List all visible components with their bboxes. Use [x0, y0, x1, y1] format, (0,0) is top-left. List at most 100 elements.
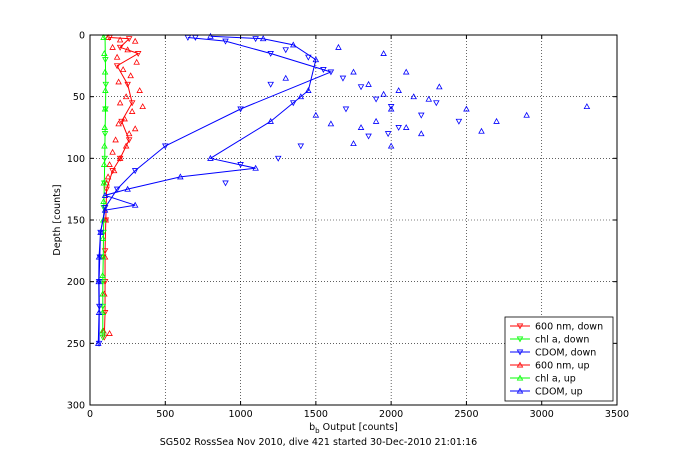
data-point: [387, 104, 395, 110]
data-point: [124, 81, 131, 88]
data-point: [402, 124, 410, 130]
data-point: [297, 93, 305, 100]
data-point: [112, 136, 119, 143]
data-point: [125, 137, 133, 144]
scatter-cloud: [282, 43, 591, 149]
legend: 600 nm, down chl a, down CDOM, down 600 nm,…: [504, 316, 614, 402]
legend-marker: [516, 349, 524, 356]
data-point: [106, 161, 113, 167]
data-point: [237, 106, 244, 113]
data-point: [115, 78, 122, 85]
data-point: [297, 143, 305, 150]
data-point: [101, 50, 108, 56]
data-point: [100, 34, 107, 40]
data-point: [237, 162, 244, 168]
grid: [90, 35, 617, 405]
x-axis-label-sub: b: [315, 427, 320, 435]
data-point: [357, 84, 365, 91]
data-point: [103, 186, 110, 193]
series-line: [102, 37, 107, 338]
data-point: [125, 130, 133, 137]
x-tick-label: 500: [156, 409, 174, 420]
x-tick-label: 1500: [304, 409, 328, 420]
data-point: [109, 168, 116, 175]
series-layer: [95, 32, 591, 347]
data-point: [99, 290, 106, 297]
data-point: [365, 133, 372, 140]
legend-marker: [516, 374, 524, 381]
data-point: [365, 80, 372, 87]
data-point: [101, 191, 109, 198]
data-point: [410, 93, 418, 100]
y-tick-label: 300: [67, 401, 85, 412]
data-point: [312, 56, 320, 63]
data-point: [493, 117, 500, 124]
data-point: [115, 120, 122, 127]
legend-entry: 600 nm, down: [510, 322, 603, 333]
data-point: [177, 173, 184, 180]
data-point: [139, 103, 146, 110]
figure-caption: SG502 RossSea Nov 2010, dive 421 started…: [160, 437, 477, 448]
x-tick-label: 1000: [228, 409, 252, 420]
data-point: [583, 103, 591, 110]
x-tick-label: 0: [87, 409, 93, 420]
data-point: [100, 198, 107, 204]
data-point: [133, 58, 140, 65]
data-point: [125, 36, 133, 43]
data-point: [384, 131, 392, 138]
data-point: [252, 36, 259, 43]
data-point: [335, 43, 342, 50]
data-point: [101, 206, 109, 213]
data-point: [109, 148, 116, 155]
series-chl-a-up: [99, 34, 109, 334]
data-point: [102, 87, 109, 93]
data-point: [99, 334, 107, 341]
data-point: [100, 179, 108, 186]
data-point: [282, 74, 290, 81]
data-point: [305, 87, 312, 93]
x-axis-label-rest: Output [counts]: [320, 422, 398, 433]
data-point: [207, 32, 214, 39]
data-point: [116, 99, 124, 106]
data-point: [274, 155, 282, 162]
data-point: [95, 253, 103, 260]
legend-box: [504, 316, 614, 402]
data-point: [267, 81, 274, 88]
data-point: [124, 185, 131, 192]
scatter-cloud: [192, 34, 463, 187]
y-axis-label: Depth [counts]: [52, 184, 63, 255]
series-line: [97, 35, 317, 344]
data-point: [128, 100, 136, 107]
legend-label: CDOM, down: [535, 348, 596, 359]
data-point: [121, 115, 128, 122]
data-point: [95, 340, 103, 347]
legend-marker: [516, 336, 524, 343]
legend-marker: [516, 387, 524, 394]
data-point: [222, 180, 229, 187]
data-point: [282, 47, 290, 54]
data-point: [101, 310, 109, 316]
data-point: [104, 34, 112, 40]
data-point: [99, 309, 106, 315]
legend-label: chl a, down: [535, 335, 589, 346]
data-point: [463, 105, 470, 112]
data-point: [109, 43, 116, 50]
data-point: [436, 83, 443, 90]
data-point: [116, 44, 124, 51]
ticks: 0 500 1000 1500 2000 2500 3000 3500 0 50 100 150 200…: [67, 31, 629, 421]
data-point: [327, 69, 335, 76]
data-point: [289, 100, 297, 107]
legend-entry: chl a, down: [510, 335, 589, 346]
x-axis-label-main: b: [309, 422, 315, 433]
data-point: [97, 228, 104, 235]
data-point: [101, 205, 109, 212]
data-point: [387, 105, 395, 112]
data-point: [95, 339, 102, 346]
data-point: [128, 108, 136, 114]
data-point: [102, 57, 109, 64]
data-point: [455, 118, 463, 125]
data-point: [327, 120, 335, 127]
data-point: [110, 167, 118, 174]
y-tick-label: 50: [73, 92, 85, 103]
